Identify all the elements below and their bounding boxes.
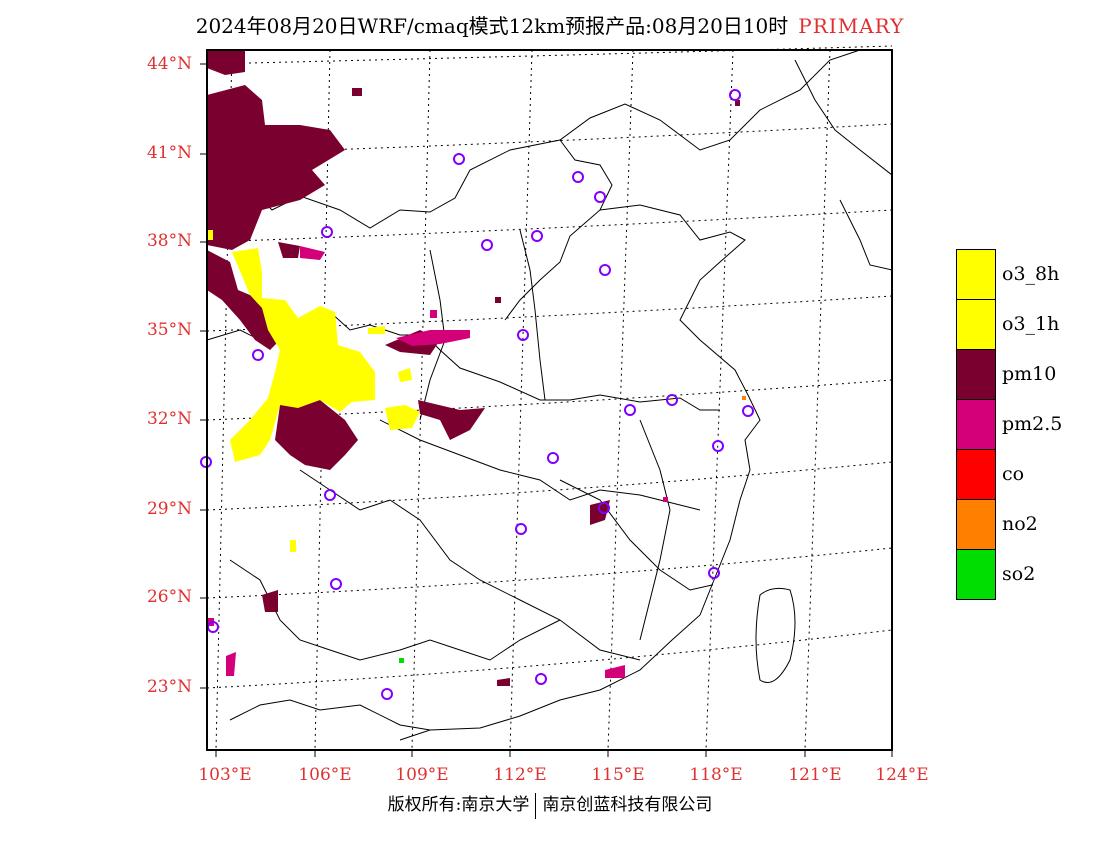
- copyright-left: 版权所有:南京大学: [387, 795, 530, 815]
- so2-field: [399, 658, 404, 663]
- legend-item-so2: so2: [956, 549, 1100, 600]
- copyright-right: 南京创蓝科技有限公司: [542, 795, 713, 815]
- legend-swatch: [956, 499, 996, 550]
- legend-item-no2: no2: [956, 499, 1100, 550]
- footer-separator: [535, 792, 537, 819]
- lon-label: 121°E: [788, 765, 842, 785]
- map-frame: [206, 49, 893, 751]
- legend-item-pm10: pm10: [956, 349, 1100, 400]
- legend-item-pm25: pm2.5: [956, 399, 1100, 450]
- lon-label: 112°E: [493, 765, 547, 785]
- title-tag: PRIMARY: [798, 14, 905, 38]
- axis-ticks: [200, 63, 893, 757]
- lat-label: 26°N: [146, 587, 192, 607]
- legend-label: co: [1002, 463, 1025, 485]
- legend-label: so2: [1002, 563, 1036, 585]
- legend-label: o3_1h: [1002, 313, 1060, 335]
- lat-label: 38°N: [146, 231, 192, 251]
- legend-item-co: co: [956, 449, 1100, 500]
- legend-swatch: [956, 349, 996, 400]
- lat-label: 41°N: [146, 143, 192, 163]
- legend-swatch: [956, 299, 996, 350]
- station-markers: [200, 89, 754, 700]
- lon-label: 115°E: [591, 765, 645, 785]
- legend-label: no2: [1002, 513, 1038, 535]
- lat-label: 29°N: [146, 499, 192, 519]
- lat-label: 23°N: [146, 677, 192, 697]
- legend-swatch: [956, 549, 996, 600]
- lon-label: 103°E: [198, 765, 252, 785]
- lon-label: 118°E: [689, 765, 743, 785]
- lon-label: 124°E: [875, 765, 929, 785]
- legend-swatch: [956, 249, 996, 300]
- legend-swatch: [956, 449, 996, 500]
- legend-item-o3-1h: o3_1h: [956, 299, 1100, 350]
- legend-item-o3-8h: o3_8h: [956, 249, 1100, 300]
- copyright-footer: 版权所有:南京大学 南京创蓝科技有限公司: [0, 790, 1100, 819]
- boundaries: [206, 49, 893, 741]
- lat-label: 35°N: [146, 320, 192, 340]
- legend-label: pm2.5: [1002, 413, 1063, 435]
- title-main: 2024年08月20日WRF/cmaq模式12km预报产品:08月20日10时: [195, 14, 789, 38]
- o3-field: [207, 230, 420, 552]
- pm25-field: [207, 246, 668, 678]
- legend-swatch: [956, 399, 996, 450]
- no2-field: [742, 396, 746, 400]
- lon-label: 106°E: [298, 765, 352, 785]
- chart-title: 2024年08月20日WRF/cmaq模式12km预报产品:08月20日10时 P…: [0, 10, 1100, 39]
- legend-label: o3_8h: [1002, 263, 1060, 285]
- legend: o3_8h o3_1h pm10 pm2.5 co no2 so2: [956, 249, 1100, 600]
- lat-label: 32°N: [146, 409, 192, 429]
- legend-label: pm10: [1002, 363, 1057, 385]
- graticule: [206, 45, 893, 751]
- lon-label: 109°E: [395, 765, 449, 785]
- lat-label: 44°N: [146, 54, 192, 74]
